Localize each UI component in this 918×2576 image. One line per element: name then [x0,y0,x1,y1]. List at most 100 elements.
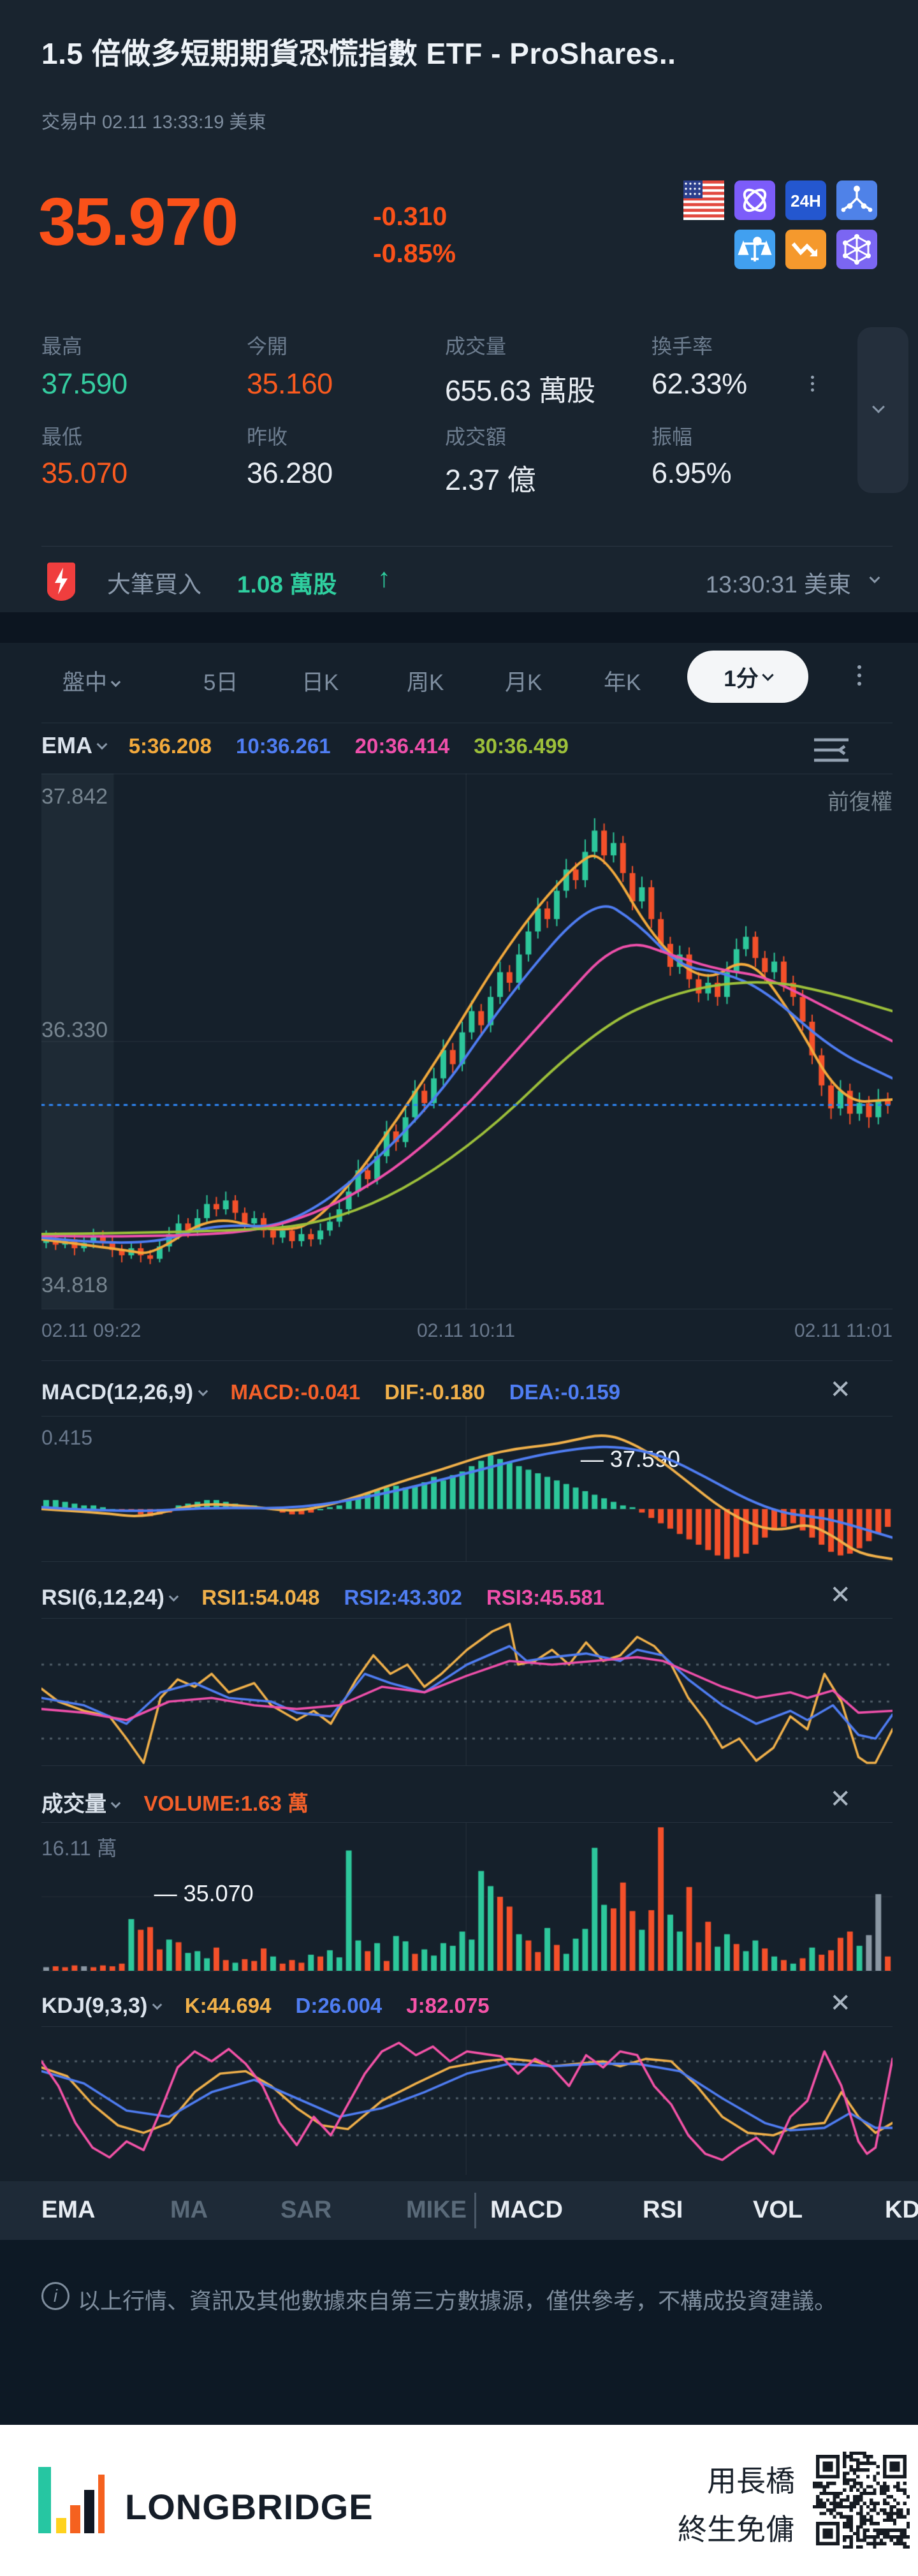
badge-24h[interactable]: 24H [785,180,826,220]
price-change-pct: -0.85% [373,239,456,268]
indicator-tab-ma[interactable]: MA [170,2197,208,2223]
indicator-tab-kdj[interactable]: KDJ [885,2197,918,2223]
chevron-down-icon [872,401,885,413]
stat-label: 最低 [41,425,83,448]
stat-value: 35.160 [247,367,333,400]
badge-scale[interactable] [734,230,775,269]
indicator-tab-mike[interactable]: MIKE [406,2197,467,2223]
price-change: -0.310 [373,202,448,231]
footer: LONGBRIDGE 用長橋 終生免傭 [0,2425,918,2576]
stat-label: 振幅 [652,425,693,448]
rsi-chart-canvas[interactable] [41,1618,892,1765]
kdj-selector[interactable]: KDJ(9,3,3) [41,1994,163,2019]
info-icon: i [41,2282,69,2310]
rsi-value-1: RSI2:43.302 [344,1586,462,1609]
hexagon-icon [843,234,871,265]
brand-name: LONGBRIDGE [125,2487,374,2527]
chevron-down-icon[interactable] [869,572,880,584]
macd-y-label: 0.415 [41,1426,93,1449]
vol-close-button[interactable]: ✕ [829,1785,851,1813]
kdj-chart-canvas[interactable] [41,2026,892,2175]
period-tab-月K[interactable]: 月K [505,670,543,695]
us-flag-icon [683,180,724,220]
badge-hexagon[interactable] [836,230,877,269]
badge-us-flag[interactable] [683,180,724,220]
ema-value-2: 20:36.414 [354,734,450,758]
macd-selector[interactable]: MACD(12,26,9) [41,1380,208,1405]
kdj-value-1: D:26.004 [295,1994,382,2017]
rsi-close-button[interactable]: ✕ [829,1581,851,1609]
rsi-selector[interactable]: RSI(6,12,24) [41,1586,179,1610]
volume-chart-canvas[interactable] [41,1822,892,1971]
stat-label: 最高 [41,335,83,358]
big-order-row[interactable]: 大筆買入 1.08 萬股 ↑ 13:30:31 美東 [0,554,918,612]
vol-header: 成交量 VOLUME:1.63 萬 ✕ [41,1785,851,1818]
vol-y-label: 16.11 萬 [41,1837,117,1860]
period-pill-label: 1分 [724,666,759,691]
macd-close-button[interactable]: ✕ [829,1376,851,1404]
section-gap [0,612,918,643]
ema-header: EMA 5:36.208 10:36.261 20:36.414 30:36.499 [41,732,851,767]
vol-value-0: VOLUME:1.63 萬 [143,1792,309,1815]
up-arrow-icon: ↑ [377,563,391,592]
main-chart-canvas[interactable] [41,774,892,1309]
stat-more-menu[interactable] [811,372,814,395]
chart-more-menu[interactable] [857,661,861,690]
atom-icon [743,188,767,212]
y-max-label: 37.842 [41,784,108,809]
stat-value: 6.95% [652,457,732,489]
disclaimer-text: 以上行情、資訊及其他數據來自第三方數據源，僅供參考，不構成投資建議。 [78,2289,837,2314]
ema-value-3: 30:36.499 [474,734,569,758]
kdj-header: KDJ(9,3,3) K:44.694 D:26.004 J:82.075 ✕ [41,1989,851,2022]
rsi-header: RSI(6,12,24) RSI1:54.048 RSI2:43.302 RSI3:… [41,1581,851,1614]
chevron-down-icon [762,668,774,681]
scale-icon [738,237,772,261]
period-tab-盤中[interactable]: 盤中 [62,665,121,697]
ema-value-1: 10:36.261 [235,734,331,758]
trading-status: 交易中 02.11 13:33:19 美東 [41,112,266,133]
macd-value-2: DEA:-0.159 [509,1380,621,1404]
kdj-value-2: J:82.075 [406,1994,490,2017]
y-min-label: 34.818 [41,1273,108,1297]
footer-slogan-1: 用長橋 [707,2464,795,2498]
big-order-time: 13:30:31 美東 [705,571,851,598]
trend-down-icon [791,242,818,257]
indicator-tab-bar: EMA MA SAR MIKE MACD RSI VOL KDJ [0,2181,918,2240]
stat-label: 今開 [247,335,288,358]
period-tab-日K[interactable]: 日K [302,670,339,695]
y-mid-label: 36.330 [41,1018,108,1042]
macd-chart-canvas[interactable] [41,1416,892,1561]
vol-selector[interactable]: 成交量 [41,1786,121,1818]
period-tab-周K[interactable]: 周K [407,670,444,695]
indicator-tab-ema[interactable]: EMA [41,2197,96,2223]
badge-molecule[interactable] [836,180,877,220]
molecule-icon [841,186,873,212]
stats-expand-button[interactable] [857,327,908,493]
flash-order-icon [47,563,75,601]
indicator-tab-vol[interactable]: VOL [753,2197,803,2223]
stat-value: 35.070 [41,457,127,489]
indicator-settings-icon[interactable] [812,736,851,764]
period-tab-5日[interactable]: 5日 [203,670,238,695]
badge-atom[interactable] [734,180,775,220]
macd-header: MACD(12,26,9) MACD:-0.041 DIF:-0.180 DEA:-… [41,1376,851,1408]
period-pill[interactable]: 1分 [687,651,808,703]
svg-text:24H: 24H [790,191,821,210]
macd-value-0: MACD:-0.041 [230,1380,361,1404]
kdj-value-0: K:44.694 [184,1994,272,2017]
chart-card: 盤中 5日 日K 周K 月K 年K 1分 EMA 5:36.208 10:36.261 20:… [0,643,918,2391]
x-label-mid: 02.11 10:11 [416,1320,516,1341]
indicator-tab-macd[interactable]: MACD [490,2197,563,2223]
stat-value: 655.63 萬股 [445,374,595,407]
disclaimer-section: i 以上行情、資訊及其他數據來自第三方數據源，僅供參考，不構成投資建議。 [0,2240,918,2425]
period-tab-年K[interactable]: 年K [604,670,641,695]
badge-trend-down[interactable] [785,230,826,269]
ema-selector[interactable]: EMA [41,732,112,758]
last-price: 35.970 [38,184,238,260]
adjust-mode-label[interactable]: 前復權 [827,790,892,814]
indicator-tab-rsi[interactable]: RSI [643,2197,683,2223]
rsi-value-2: RSI3:45.581 [486,1586,605,1609]
kdj-close-button[interactable]: ✕ [829,1989,851,2017]
indicator-tab-sar[interactable]: SAR [280,2197,332,2223]
